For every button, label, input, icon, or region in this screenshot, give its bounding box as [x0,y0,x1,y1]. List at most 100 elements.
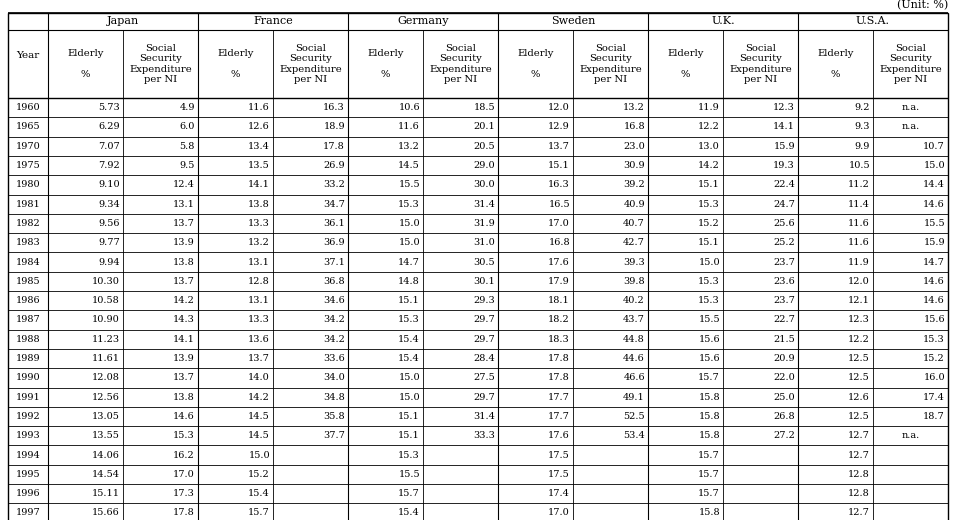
Text: 29.0: 29.0 [473,161,495,170]
Text: 11.6: 11.6 [847,238,869,247]
Text: 15.0: 15.0 [398,373,419,382]
Text: 9.9: 9.9 [854,142,869,151]
Text: 15.7: 15.7 [698,373,720,382]
Text: Social
Security
Expenditure
per NI: Social Security Expenditure per NI [129,44,192,84]
Text: 17.8: 17.8 [173,509,194,517]
Text: Elderly

%: Elderly % [68,49,104,79]
Text: 30.0: 30.0 [473,180,495,189]
Text: 1995: 1995 [15,470,40,479]
Text: 14.5: 14.5 [248,412,270,421]
Text: 12.0: 12.0 [847,277,869,286]
Text: 15.3: 15.3 [397,316,419,324]
Text: 12.8: 12.8 [847,489,869,498]
Text: 6.0: 6.0 [179,122,194,132]
Text: 1992: 1992 [15,412,40,421]
Text: 14.7: 14.7 [923,257,944,267]
Text: 17.3: 17.3 [172,489,194,498]
Text: 22.4: 22.4 [772,180,794,189]
Text: Social
Security
Expenditure
per NI: Social Security Expenditure per NI [728,44,791,84]
Text: 34.7: 34.7 [323,200,345,209]
Text: 12.8: 12.8 [248,277,270,286]
Text: 15.0: 15.0 [398,393,419,401]
Text: 14.54: 14.54 [91,470,120,479]
Text: 15.7: 15.7 [698,450,720,460]
Text: 11.23: 11.23 [91,335,120,344]
Text: 12.8: 12.8 [847,470,869,479]
Text: 36.9: 36.9 [323,238,345,247]
Text: 33.3: 33.3 [473,431,495,440]
Text: 20.1: 20.1 [473,122,495,132]
Text: 13.9: 13.9 [173,238,194,247]
Text: 14.3: 14.3 [172,316,194,324]
Text: 14.0: 14.0 [248,373,270,382]
Text: 26.8: 26.8 [773,412,794,421]
Text: 17.8: 17.8 [548,373,569,382]
Text: 17.6: 17.6 [548,431,569,440]
Text: 11.9: 11.9 [847,257,869,267]
Text: 14.1: 14.1 [248,180,270,189]
Text: 12.3: 12.3 [772,103,794,112]
Text: 27.2: 27.2 [772,431,794,440]
Text: 29.7: 29.7 [473,393,495,401]
Text: 18.1: 18.1 [548,296,569,305]
Text: 1975: 1975 [15,161,40,170]
Text: 14.6: 14.6 [923,277,944,286]
Text: 17.5: 17.5 [548,470,569,479]
Text: 15.7: 15.7 [248,509,270,517]
Text: 25.6: 25.6 [773,219,794,228]
Text: 15.4: 15.4 [397,509,419,517]
Text: n.a.: n.a. [901,122,919,132]
Text: 1991: 1991 [15,393,40,401]
Text: 1996: 1996 [15,489,40,498]
Text: 23.0: 23.0 [622,142,644,151]
Text: 28.4: 28.4 [473,354,495,363]
Text: 14.1: 14.1 [172,335,194,344]
Text: Social
Security
Expenditure
per NI: Social Security Expenditure per NI [879,44,941,84]
Text: 14.5: 14.5 [397,161,419,170]
Text: 20.5: 20.5 [473,142,495,151]
Text: 15.4: 15.4 [248,489,270,498]
Text: Germany: Germany [396,17,448,27]
Text: 1986: 1986 [15,296,40,305]
Text: 18.3: 18.3 [548,335,569,344]
Text: Sweden: Sweden [550,17,595,27]
Text: 15.0: 15.0 [248,450,270,460]
Text: 17.6: 17.6 [548,257,569,267]
Text: 33.2: 33.2 [323,180,345,189]
Text: 15.8: 15.8 [698,393,720,401]
Text: 35.8: 35.8 [323,412,345,421]
Text: 15.8: 15.8 [698,509,720,517]
Text: 13.4: 13.4 [248,142,270,151]
Text: 49.1: 49.1 [622,393,644,401]
Text: U.K.: U.K. [710,17,734,27]
Text: 13.2: 13.2 [397,142,419,151]
Text: 12.0: 12.0 [548,103,569,112]
Text: 34.8: 34.8 [323,393,345,401]
Text: 13.5: 13.5 [248,161,270,170]
Text: 31.9: 31.9 [473,219,495,228]
Text: 15.3: 15.3 [698,296,720,305]
Text: 46.6: 46.6 [622,373,644,382]
Text: Elderly

%: Elderly % [367,49,403,79]
Text: 39.2: 39.2 [622,180,644,189]
Text: 17.8: 17.8 [323,142,345,151]
Text: 13.2: 13.2 [622,103,644,112]
Text: 15.3: 15.3 [698,200,720,209]
Text: 23.7: 23.7 [772,296,794,305]
Text: 15.3: 15.3 [923,335,944,344]
Text: 15.1: 15.1 [698,238,720,247]
Text: 15.7: 15.7 [698,470,720,479]
Text: 23.7: 23.7 [772,257,794,267]
Text: 24.7: 24.7 [772,200,794,209]
Text: 33.6: 33.6 [323,354,345,363]
Text: 14.6: 14.6 [923,296,944,305]
Text: 13.05: 13.05 [92,412,120,421]
Text: (Unit: %): (Unit: %) [896,0,947,10]
Text: 9.3: 9.3 [854,122,869,132]
Text: 34.2: 34.2 [323,335,345,344]
Text: 31.4: 31.4 [473,200,495,209]
Text: 9.5: 9.5 [179,161,194,170]
Text: 15.5: 15.5 [398,470,419,479]
Text: 12.5: 12.5 [847,354,869,363]
Text: 16.0: 16.0 [923,373,944,382]
